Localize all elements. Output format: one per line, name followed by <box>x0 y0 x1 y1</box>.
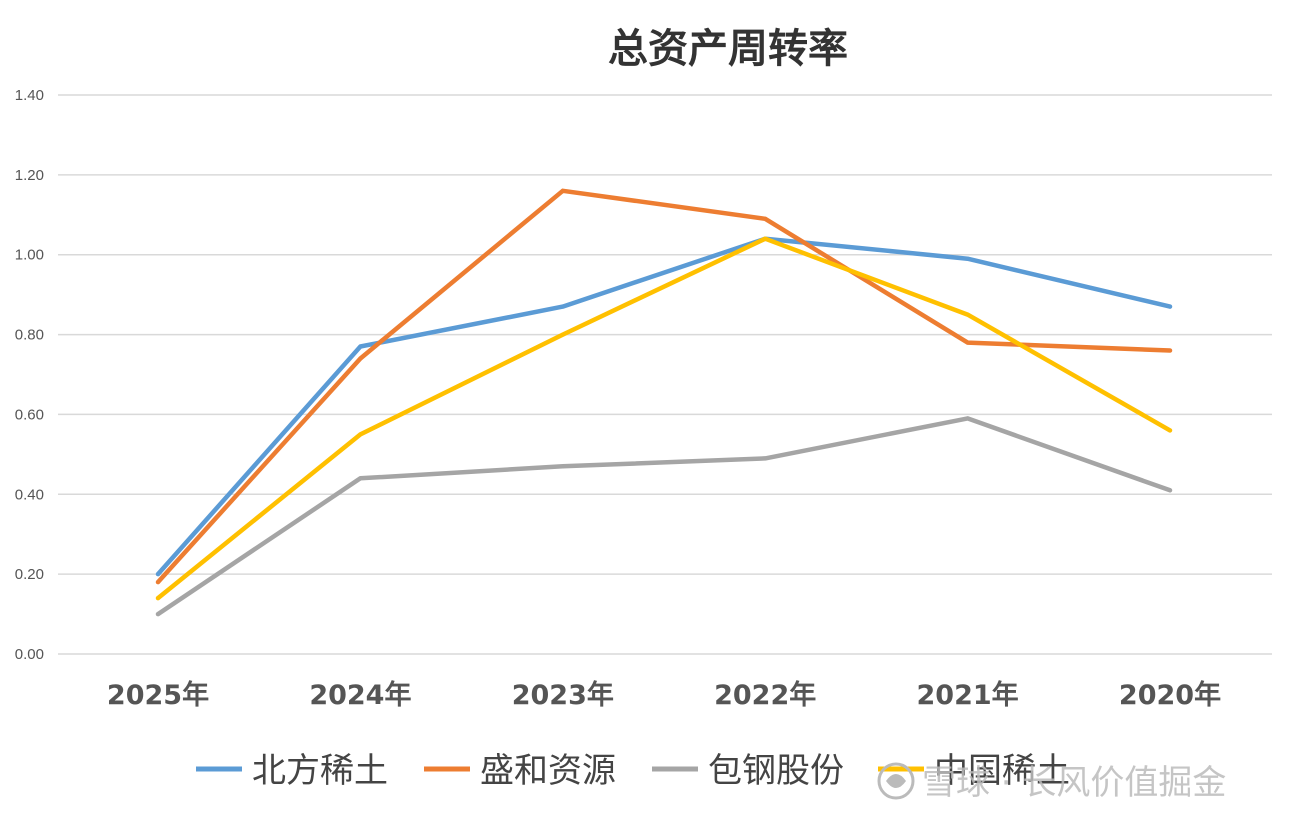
series-line-1 <box>155 188 1173 585</box>
data-point <box>965 416 970 421</box>
data-point <box>358 344 363 349</box>
data-point <box>965 256 970 261</box>
y-tick-label: 1.00 <box>15 247 44 264</box>
series-line-0 <box>155 236 1173 577</box>
data-point <box>156 612 160 617</box>
y-axis-ticks: 0.00 0.20 0.40 0.60 0.80 1.00 1.20 1.40 <box>15 87 44 663</box>
data-point <box>763 236 768 241</box>
data-point <box>1168 348 1172 353</box>
x-tick-label: 2024年 <box>309 679 411 711</box>
y-tick-label: 0.40 <box>15 486 44 503</box>
data-point <box>560 464 565 469</box>
data-point <box>156 580 160 585</box>
chart-title: 总资产周转率 <box>608 25 848 72</box>
y-tick-label: 1.20 <box>15 167 44 184</box>
data-point <box>358 356 363 361</box>
x-tick-label: 2020年 <box>1119 679 1221 711</box>
snowball-logo-icon <box>877 762 915 800</box>
data-point <box>965 312 970 317</box>
y-tick-label: 0.80 <box>15 327 44 344</box>
series-lines <box>155 188 1173 617</box>
data-point <box>560 304 565 309</box>
legend-label: 中国稀土 <box>934 751 1070 791</box>
gridlines <box>58 94 1272 655</box>
data-point <box>358 476 363 481</box>
legend-label: 包钢股份 <box>708 751 844 791</box>
data-point <box>1168 304 1172 309</box>
x-tick-label: 2022年 <box>714 679 816 711</box>
y-tick-label: 1.40 <box>15 87 44 104</box>
data-point <box>1168 428 1172 433</box>
watermark: 雪球 · 长风价值掘金 <box>877 762 1226 803</box>
data-point <box>1168 488 1172 493</box>
data-point <box>965 340 970 345</box>
series-line-3 <box>155 236 1173 601</box>
y-tick-label: 0.00 <box>15 646 44 663</box>
legend-label: 北方稀土 <box>252 751 388 791</box>
data-point <box>156 596 160 601</box>
legend-item-0: 北方稀土 <box>196 751 388 791</box>
legend-item-2: 包钢股份 <box>652 751 844 791</box>
data-point <box>358 432 363 437</box>
legend-item-1: 盛和资源 <box>424 751 616 791</box>
series-line-2 <box>155 416 1173 617</box>
watermark-text: 雪球 · 长风价值掘金 <box>922 763 1226 803</box>
x-tick-label: 2023年 <box>512 679 614 711</box>
x-tick-label: 2025年 <box>107 679 209 711</box>
data-point <box>560 188 565 193</box>
data-point <box>763 216 768 221</box>
legend-label: 盛和资源 <box>480 751 616 791</box>
y-tick-label: 0.20 <box>15 566 44 583</box>
y-tick-label: 0.60 <box>15 406 44 423</box>
data-point <box>763 456 768 461</box>
x-axis-ticks: 2025年 2024年 2023年 2022年 2021年 2020年 <box>107 679 1221 711</box>
data-point <box>156 572 160 577</box>
x-tick-label: 2021年 <box>917 679 1019 711</box>
data-point <box>560 332 565 337</box>
